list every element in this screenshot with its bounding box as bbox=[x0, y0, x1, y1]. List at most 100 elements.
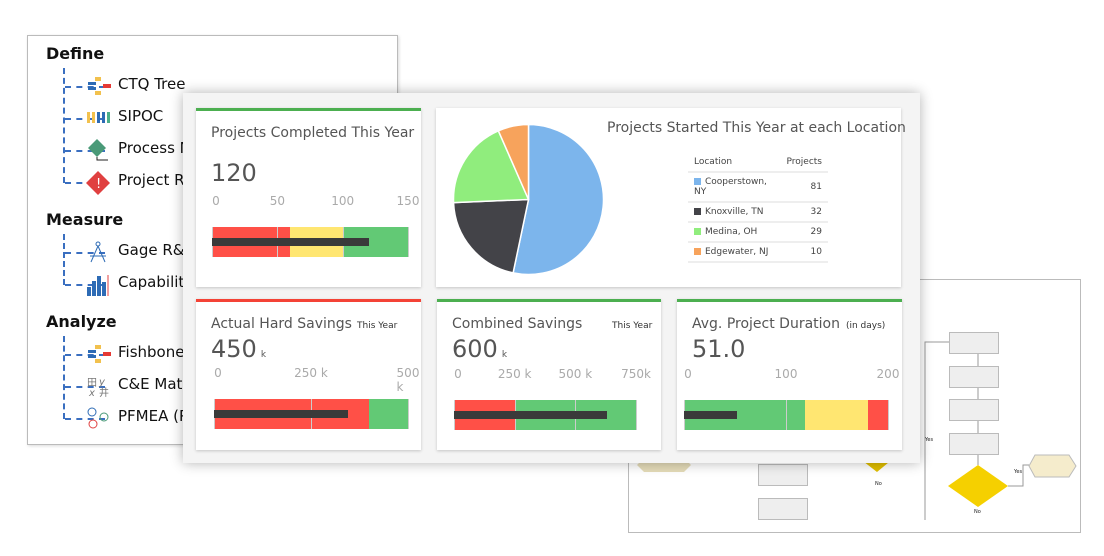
card-value: 120 bbox=[211, 159, 257, 187]
gauge-tick-line bbox=[408, 399, 409, 429]
gauge-tick-label: 100 bbox=[331, 194, 355, 208]
card-title: Avg. Project Duration bbox=[692, 316, 840, 332]
project-duration-card[interactable]: Avg. Project Duration (in days) 51.0 0 100… bbox=[677, 299, 902, 450]
location-name: Edgewater, NJ bbox=[705, 247, 769, 257]
pie-title: Projects Started This Year at each Locat… bbox=[607, 120, 906, 136]
tree-item[interactable]: CTQ Tree bbox=[118, 75, 186, 93]
svg-text:!: ! bbox=[96, 177, 101, 192]
gauge-tick-label: 500 k bbox=[558, 367, 593, 381]
tree-connector bbox=[65, 354, 105, 356]
pie-slice[interactable] bbox=[452, 198, 530, 274]
location-table: Location Projects Cooperstown, NY 81 Knoxvi… bbox=[688, 153, 828, 263]
gauge-tick-label: 250 k bbox=[294, 366, 328, 380]
gauge-tick-label: 250 k bbox=[497, 367, 532, 381]
legend-swatch bbox=[694, 228, 701, 235]
dashboard: Projects Completed This Year 120 0 50 100 1… bbox=[183, 93, 920, 463]
project-count: 10 bbox=[810, 247, 822, 257]
tree-item[interactable]: C&E Matr bbox=[118, 375, 189, 393]
gauge-tick-label: 50 bbox=[269, 194, 285, 208]
tree-connector bbox=[65, 118, 105, 120]
card-subtitle: (in days) bbox=[845, 321, 886, 331]
gauge-tick-label: 0 bbox=[212, 194, 220, 208]
tree-connector bbox=[65, 86, 105, 88]
end-hexagon bbox=[1028, 454, 1077, 478]
legend-swatch bbox=[694, 248, 701, 255]
card-title: Projects Completed This Year bbox=[211, 125, 415, 141]
svg-text:井: 井 bbox=[99, 386, 109, 397]
ctq-tree-icon bbox=[86, 75, 112, 97]
pfmea-icon bbox=[86, 407, 112, 429]
gauge-value-bar bbox=[684, 411, 738, 419]
sipoc-icon bbox=[86, 107, 112, 129]
tree-connector bbox=[65, 418, 105, 420]
tree-item[interactable]: Capability bbox=[118, 273, 194, 291]
tree-connector bbox=[65, 182, 105, 184]
table-row: Medina, OH 29 bbox=[688, 222, 828, 242]
section-analyze[interactable]: Analyze bbox=[46, 312, 117, 331]
pie-chart bbox=[452, 123, 605, 276]
tree-line bbox=[63, 68, 65, 183]
tree-line bbox=[63, 336, 65, 419]
projects-completed-card[interactable]: Projects Completed This Year 120 0 50 100 1… bbox=[196, 108, 421, 287]
card-title: Actual Hard Savings bbox=[211, 316, 352, 332]
flow-step bbox=[758, 464, 808, 486]
card-value: 600 bbox=[452, 335, 498, 363]
tree-connector bbox=[65, 252, 105, 254]
col-location: Location bbox=[694, 157, 733, 167]
gauge-tick-label: 0 bbox=[684, 367, 692, 381]
histogram-icon bbox=[86, 273, 112, 296]
pie-slice[interactable] bbox=[497, 123, 530, 200]
gauge-tick-line bbox=[786, 400, 787, 430]
svg-text:y: y bbox=[98, 377, 106, 388]
pie-slice[interactable] bbox=[452, 129, 530, 204]
projects-location-card[interactable]: Projects Started This Year at each Locat… bbox=[436, 108, 906, 287]
gage-icon bbox=[86, 241, 112, 263]
section-measure[interactable]: Measure bbox=[46, 210, 124, 229]
card-value: 51.0 bbox=[692, 335, 746, 363]
legend-swatch bbox=[694, 208, 701, 215]
flow-step bbox=[949, 399, 999, 421]
location-name: Medina, OH bbox=[705, 227, 758, 237]
location-name: Knoxville, TN bbox=[705, 207, 764, 217]
flow-step bbox=[949, 366, 999, 388]
tree-connector bbox=[65, 284, 105, 286]
no-label: No bbox=[974, 509, 981, 515]
pie-slice[interactable] bbox=[512, 123, 605, 276]
project-count: 81 bbox=[810, 182, 822, 192]
hard-savings-card[interactable]: Actual Hard Savings This Year 450 k 0 250 … bbox=[196, 299, 421, 450]
card-unit: k bbox=[260, 350, 267, 360]
bullet-gauge bbox=[684, 400, 889, 430]
decision-diamond bbox=[948, 465, 1008, 507]
gauge-value-bar bbox=[212, 238, 369, 246]
card-value: 450 bbox=[211, 335, 257, 363]
tree-item[interactable]: Process M bbox=[118, 139, 193, 157]
svg-text:田: 田 bbox=[87, 378, 97, 389]
section-define[interactable]: Define bbox=[46, 44, 105, 63]
tree-line bbox=[63, 234, 65, 285]
gauge-tick-label: 0 bbox=[454, 367, 462, 381]
tree-item[interactable]: SIPOC bbox=[118, 107, 164, 125]
tree-item[interactable]: Gage R&R bbox=[118, 241, 195, 259]
tree-item[interactable]: PFMEA (P bbox=[118, 407, 189, 425]
tree-item[interactable]: Fishbone bbox=[118, 343, 185, 361]
gauge-tick-label: 200 bbox=[876, 367, 900, 381]
gauge-tick-label: 100 bbox=[774, 367, 798, 381]
gauge-range bbox=[369, 399, 408, 429]
card-subtitle: This Year bbox=[357, 321, 398, 331]
fishbone-icon bbox=[86, 343, 112, 365]
table-row: Knoxville, TN 32 bbox=[688, 202, 828, 222]
tree-connector bbox=[65, 386, 105, 388]
bullet-gauge bbox=[454, 400, 637, 430]
tree-connector bbox=[65, 150, 105, 152]
table-row: Cooperstown, NY 81 bbox=[688, 172, 828, 202]
flow-step bbox=[949, 332, 999, 354]
process-map-icon bbox=[86, 139, 112, 161]
no-label: No bbox=[875, 481, 882, 487]
gauge-range bbox=[805, 400, 868, 430]
gauge-tick-line bbox=[408, 227, 409, 257]
combined-savings-card[interactable]: Combined Savings This Year 600 k 0 250 k 50… bbox=[437, 299, 661, 450]
gauge-tick-label: 500 k bbox=[396, 366, 420, 394]
tree-item[interactable]: Project R bbox=[118, 171, 185, 189]
card-subtitle: This Year bbox=[612, 321, 653, 331]
